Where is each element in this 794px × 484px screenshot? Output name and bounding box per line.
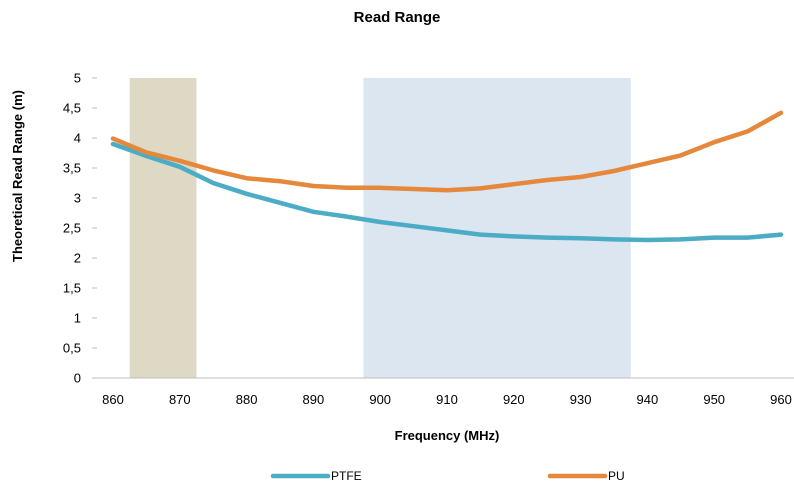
y-tick-label: 3 — [74, 191, 81, 206]
y-tick-label: 5 — [74, 71, 81, 86]
x-tick-label: 900 — [369, 392, 391, 407]
chart-title: Read Range — [354, 9, 441, 26]
x-tick-label: 920 — [503, 392, 525, 407]
x-tick-label: 940 — [637, 392, 659, 407]
x-tick-label: 950 — [703, 392, 725, 407]
y-tick-label: 3,5 — [63, 161, 81, 176]
y-tick-label: 4 — [74, 131, 81, 146]
y-tick-label: 0,5 — [63, 341, 81, 356]
x-axis-title: Frequency (MHz) — [395, 428, 500, 443]
series-line-pu — [110, 110, 784, 193]
shaded-bands — [129, 78, 631, 378]
y-axis-title: Theoretical Read Range (m) — [10, 90, 25, 262]
x-tick-label: 960 — [770, 392, 792, 407]
y-tick-label: 1 — [74, 311, 81, 326]
x-tick-label: 880 — [236, 392, 258, 407]
x-tick-label: 910 — [436, 392, 458, 407]
y-tick-label: 2 — [74, 251, 81, 266]
y-tick-label: 1,5 — [63, 281, 81, 296]
legend: PTFE PU — [270, 469, 625, 483]
legend-label-ptfe: PTFE — [331, 469, 362, 483]
x-tick-label: 890 — [303, 392, 325, 407]
x-tick-label: 930 — [570, 392, 592, 407]
series-line-ptfe — [110, 141, 784, 243]
y-tick-label: 4,5 — [63, 101, 81, 116]
y-tick-label: 2,5 — [63, 221, 81, 236]
y-tick-label: 0 — [74, 371, 81, 386]
shaded-band-1 — [129, 78, 197, 378]
series-lines — [110, 110, 784, 243]
shaded-band-2 — [363, 78, 631, 378]
axes: 0 0,5 1 1,5 2 2,5 3 3,5 4 4,5 5 860 870 880 890 900 910 9… — [63, 71, 794, 407]
x-tick-label: 870 — [169, 392, 191, 407]
legend-label-pu: PU — [608, 469, 625, 483]
x-tick-label: 860 — [102, 392, 124, 407]
